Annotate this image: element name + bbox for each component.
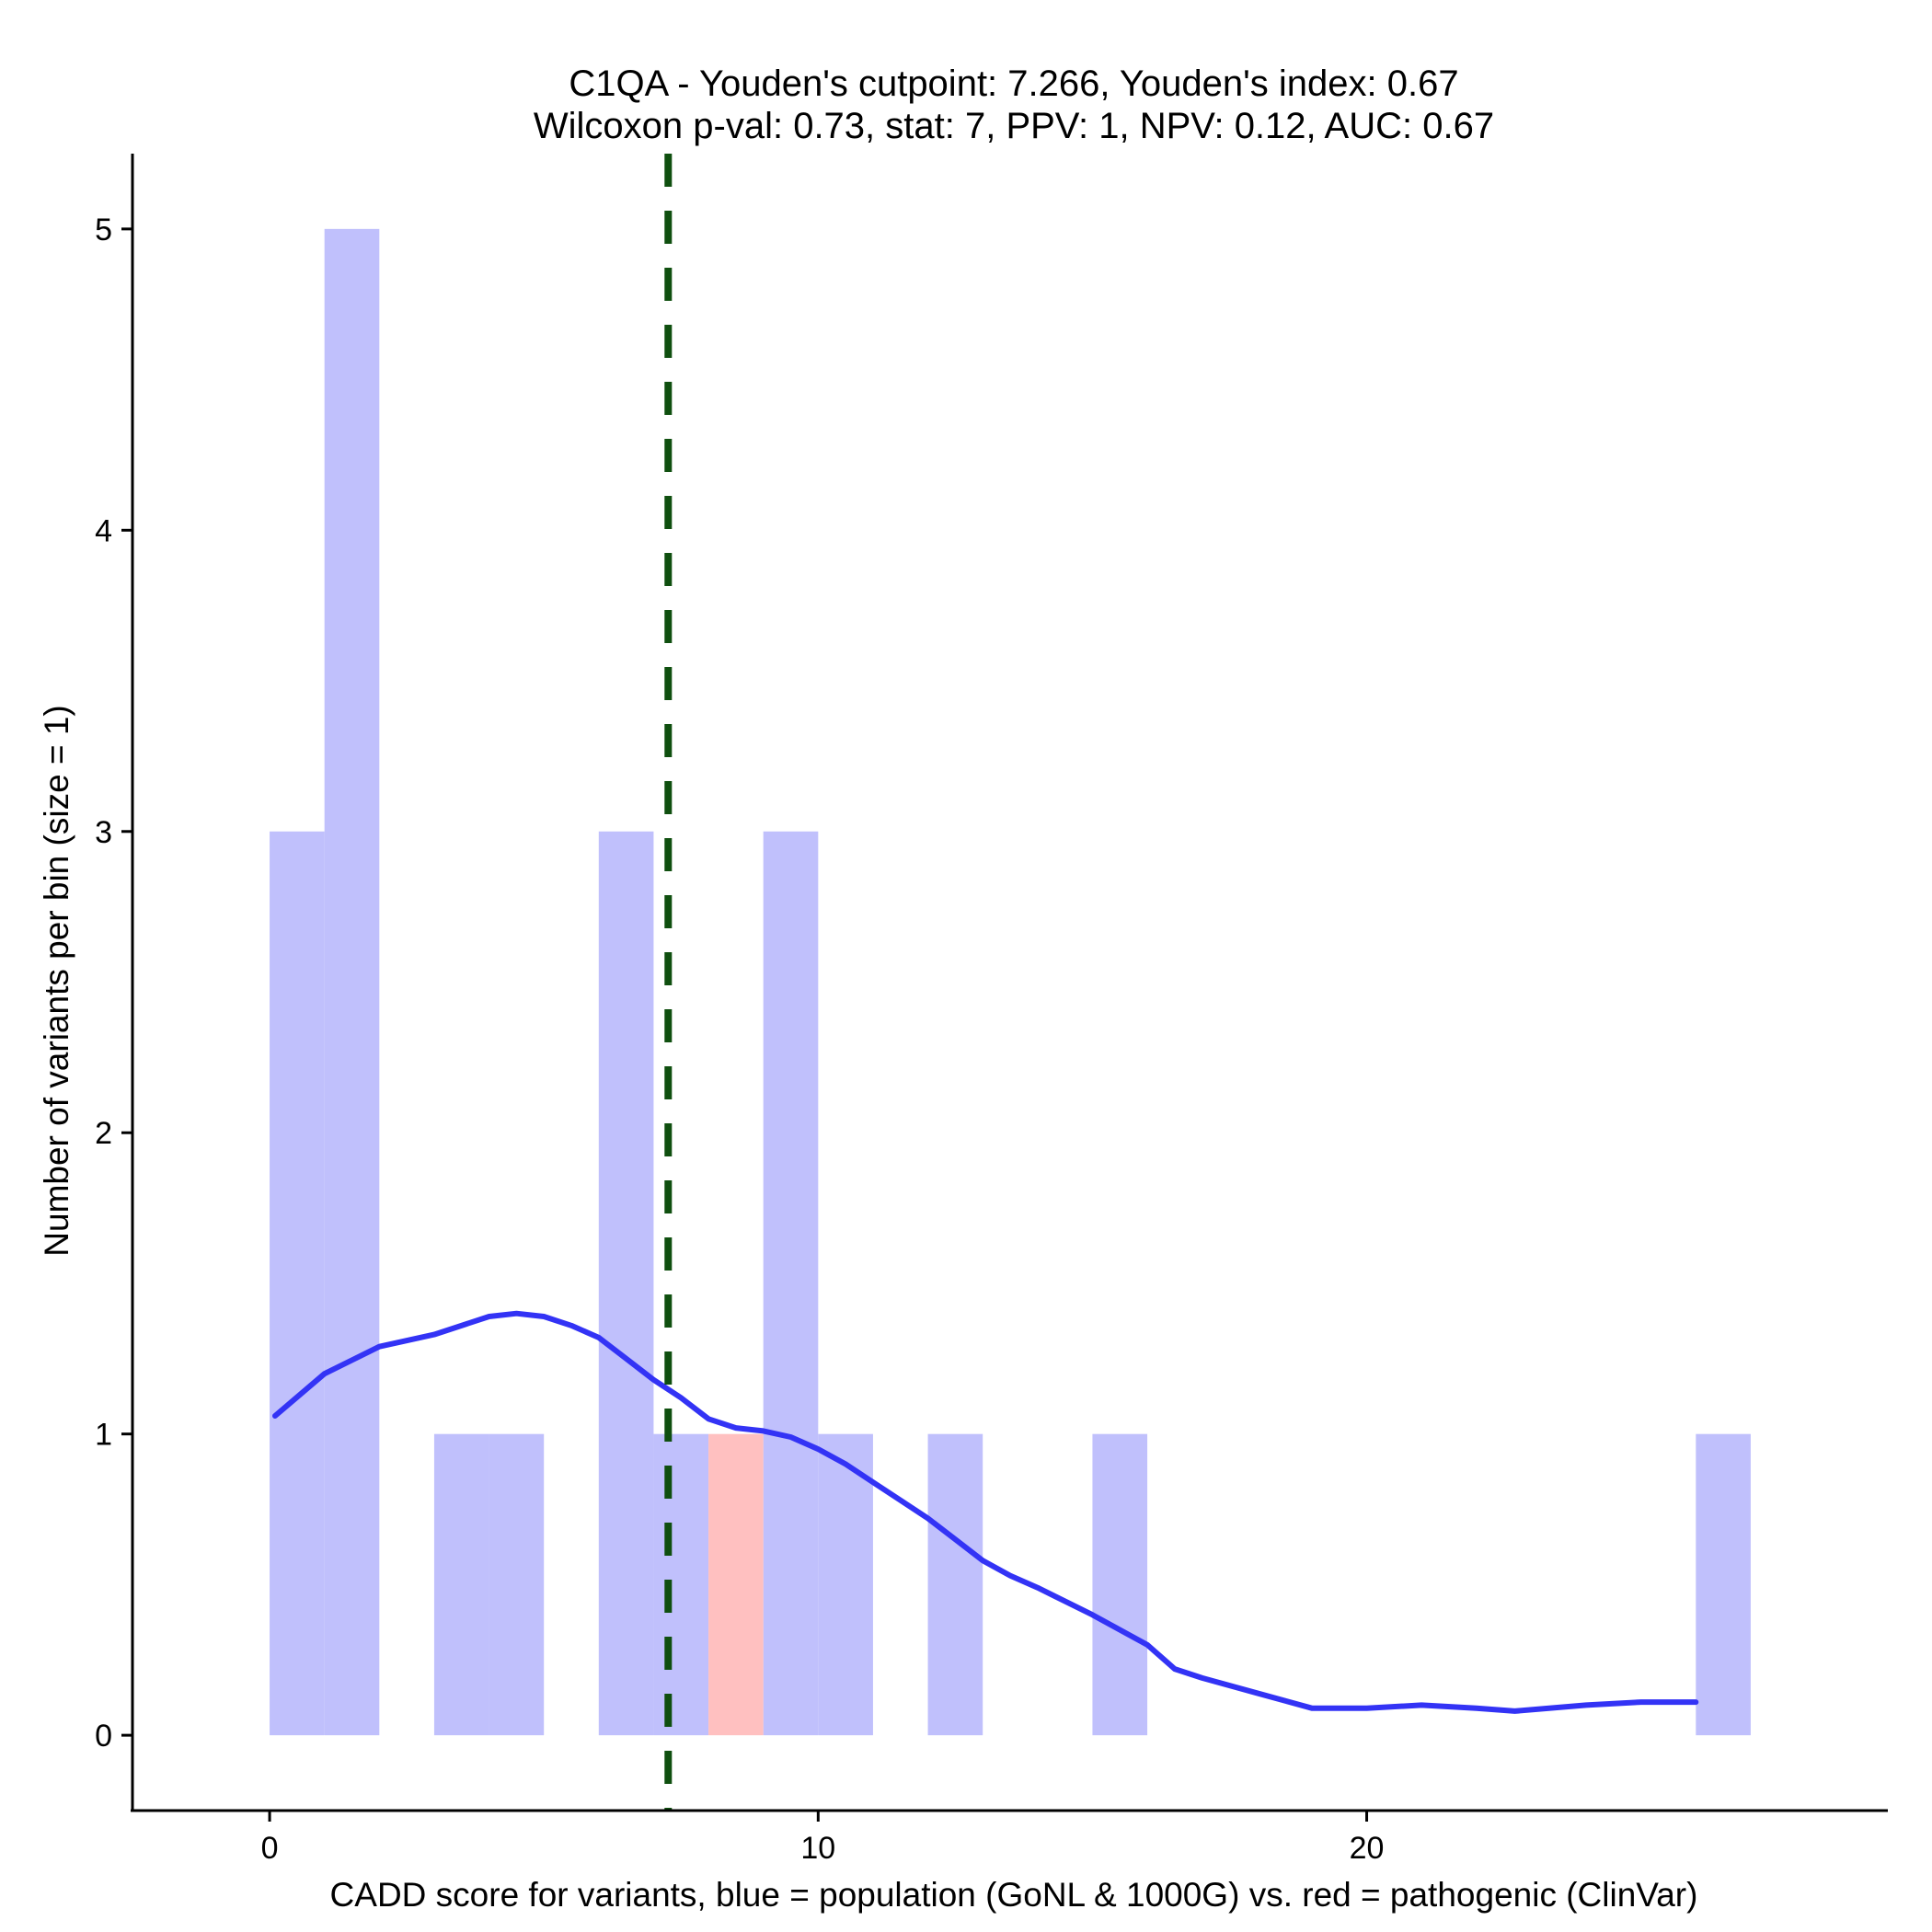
pathogenic-bar-8 xyxy=(708,1433,764,1736)
histogram-bars xyxy=(270,228,1751,1736)
x-tick-label-20: 20 xyxy=(1350,1831,1385,1866)
population-bar-4 xyxy=(489,1433,545,1736)
population-bar-3 xyxy=(433,1433,489,1736)
x-axis-label: CADD score for variants, blue = populati… xyxy=(330,1876,1698,1914)
density-curve xyxy=(272,1310,1699,1714)
y-tick-label-3: 3 xyxy=(95,815,112,850)
density-curve-layer xyxy=(272,1310,1699,1714)
y-tick-label-5: 5 xyxy=(95,213,112,247)
population-bar-9 xyxy=(763,831,819,1736)
x-axis-ticks: 0 10 20 xyxy=(261,1811,1385,1866)
population-bar-26 xyxy=(1696,1433,1751,1736)
y-tick-label-0: 0 xyxy=(95,1719,112,1754)
population-bar-1 xyxy=(324,228,380,1736)
y-tick-label-2: 2 xyxy=(95,1116,112,1151)
x-tick-label-10: 10 xyxy=(800,1831,835,1866)
population-bar-10 xyxy=(818,1433,873,1736)
population-bar-7 xyxy=(653,1433,709,1736)
y-axis-label: Number of variants per bin (size = 1) xyxy=(38,705,75,1256)
y-tick-label-1: 1 xyxy=(95,1418,112,1453)
chart-subtitle: Wilcoxon p-val: 0.73, stat: 7, PPV: 1, N… xyxy=(534,106,1494,146)
y-axis-ticks: 0 1 2 3 4 5 xyxy=(95,213,132,1754)
chart-title: C1QA - Youden's cutpoint: 7.266, Youden'… xyxy=(569,63,1458,104)
x-tick-label-0: 0 xyxy=(261,1831,279,1866)
population-bar-0 xyxy=(270,831,325,1736)
population-bar-6 xyxy=(598,831,654,1736)
population-bar-15 xyxy=(1092,1433,1148,1736)
y-tick-label-4: 4 xyxy=(95,513,112,548)
population-bar-12 xyxy=(927,1433,983,1736)
